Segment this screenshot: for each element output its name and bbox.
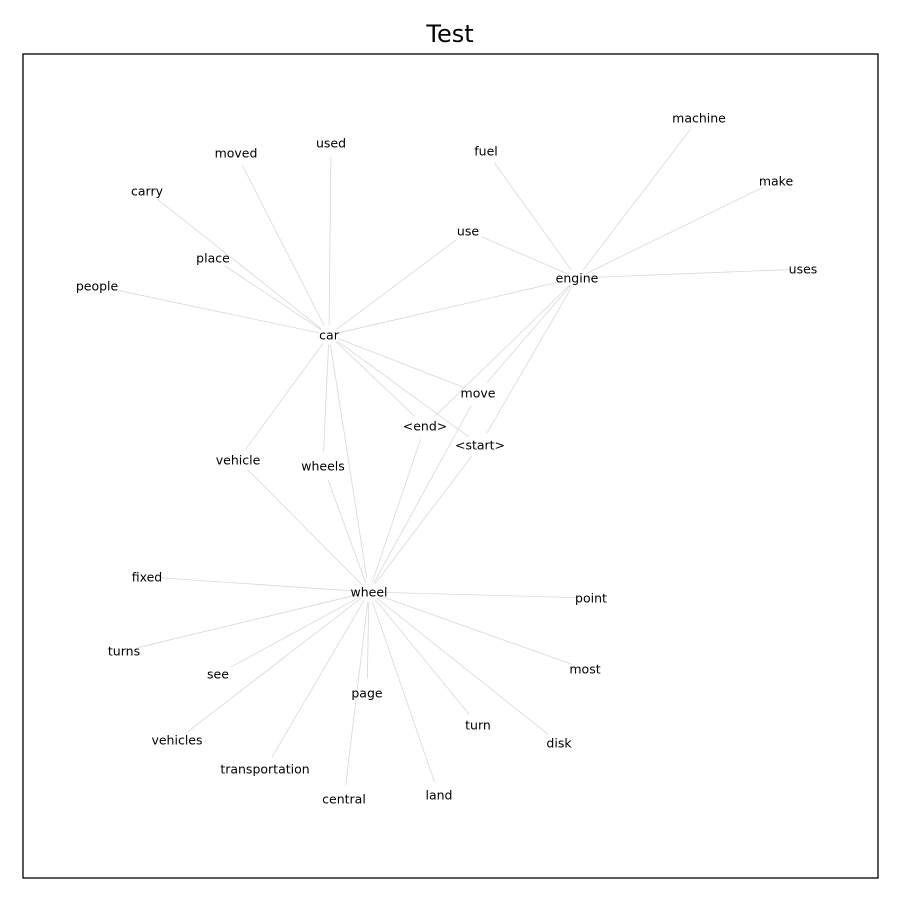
edge-car-wheel xyxy=(330,344,368,579)
edge-wheel-vehicle xyxy=(247,469,363,586)
edge-layer xyxy=(110,128,790,786)
node-label-disk: disk xyxy=(546,736,572,751)
node-label-engine: engine xyxy=(556,271,599,286)
node-layer: car engine wheel move <end> <start> machine mak… xyxy=(76,111,818,807)
node-label-make: make xyxy=(759,174,794,189)
node-label-wheels: wheels xyxy=(301,459,345,474)
edge-wheel-disk xyxy=(376,597,549,735)
node-label-used: used xyxy=(316,136,346,151)
edge-wheel-wheels xyxy=(327,479,366,583)
node-label-end: <end> xyxy=(403,419,448,434)
node-label-uses: uses xyxy=(789,262,818,277)
node-label-car: car xyxy=(319,328,340,343)
node-label-machine: machine xyxy=(672,111,726,126)
edge-wheel-central xyxy=(345,601,369,786)
node-label-central: central xyxy=(322,792,366,807)
node-label-use: use xyxy=(457,224,479,239)
edge-engine-uses xyxy=(586,269,790,278)
node-label-point: point xyxy=(575,591,607,606)
edge-wheel-turns xyxy=(137,593,360,649)
edge-engine-end xyxy=(434,284,571,417)
edge-engine-start xyxy=(486,286,573,434)
edge-car-engine xyxy=(338,280,564,334)
node-label-turns: turns xyxy=(108,644,140,659)
node-label-wheel: wheel xyxy=(351,585,388,600)
plot-frame xyxy=(22,53,879,879)
node-label-fuel: fuel xyxy=(474,144,498,159)
edge-wheel-point xyxy=(378,591,578,598)
edge-car-vehicle xyxy=(245,342,324,449)
node-label-turn: turn xyxy=(465,718,491,733)
edge-car-moved xyxy=(242,165,325,327)
node-label-vehicle: vehicle xyxy=(216,453,261,468)
node-label-vehicles: vehicles xyxy=(151,733,202,748)
node-label-land: land xyxy=(426,788,453,803)
edge-wheel-end xyxy=(371,439,421,583)
edge-car-place xyxy=(224,265,321,330)
node-label-page: page xyxy=(351,686,383,701)
node-label-fixed: fixed xyxy=(132,570,163,585)
node-label-moved: moved xyxy=(215,146,258,161)
edge-wheel-fixed xyxy=(160,577,360,592)
edge-wheel-turn xyxy=(374,599,470,715)
node-label-see: see xyxy=(207,667,229,682)
edge-wheel-most xyxy=(378,595,572,665)
node-label-place: place xyxy=(196,251,230,266)
node-label-people: people xyxy=(76,279,119,294)
edge-car-wheels xyxy=(323,344,329,453)
edge-car-people xyxy=(110,288,320,334)
edge-wheel-vehicles xyxy=(187,597,362,732)
edge-car-use xyxy=(336,239,458,330)
node-label-move: move xyxy=(461,386,496,401)
edge-car-start xyxy=(336,340,469,438)
edge-engine-use xyxy=(480,236,568,275)
node-label-start: <start> xyxy=(455,438,505,453)
edge-wheel-land xyxy=(371,601,435,782)
node-label-transportation: transportation xyxy=(220,762,309,777)
edge-engine-fuel xyxy=(493,162,572,271)
edge-wheel-start xyxy=(374,455,472,585)
node-label-most: most xyxy=(569,662,600,677)
diagram-title: Test xyxy=(425,20,473,48)
edge-wheel-see xyxy=(230,596,361,668)
edge-engine-make xyxy=(585,186,764,274)
edge-wheel-move xyxy=(373,405,472,584)
edge-car-move xyxy=(338,338,466,389)
edge-engine-move xyxy=(486,285,571,383)
edge-car-used xyxy=(328,156,332,326)
edge-wheel-page xyxy=(366,601,370,680)
node-label-carry: carry xyxy=(131,184,164,199)
edge-car-carry xyxy=(157,199,322,330)
edge-engine-machine xyxy=(582,128,691,271)
edge-wheel-transportation xyxy=(271,600,365,758)
edge-car-end xyxy=(336,341,416,417)
